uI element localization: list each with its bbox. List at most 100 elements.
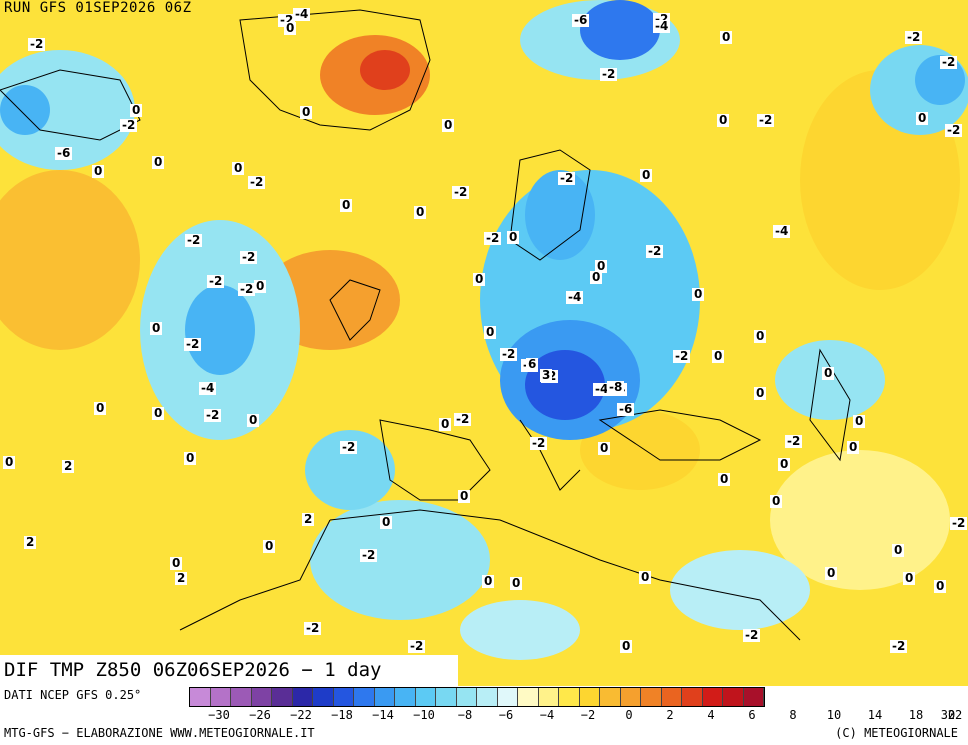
colorbar-tick-label: 14 bbox=[867, 708, 883, 722]
colorbar-swatch bbox=[395, 688, 416, 706]
contour-label: 0 bbox=[598, 441, 611, 455]
data-source-label: DATI NCEP GFS 0.25° bbox=[4, 688, 142, 702]
contour-label: 0 bbox=[458, 489, 471, 503]
contour-label: -4 bbox=[593, 382, 611, 396]
north-africa-coast bbox=[329, 509, 801, 641]
colorbar-tick-label: 0 bbox=[625, 708, 633, 722]
colorbar-swatch bbox=[702, 688, 723, 706]
colorbar-tick-label: 6 bbox=[748, 708, 756, 722]
contour-label: 0 bbox=[720, 30, 733, 44]
contour-label: 0 bbox=[439, 417, 452, 431]
cool-anomaly-libya bbox=[460, 600, 580, 660]
run-title: RUN GFS 01SEP2026 06Z bbox=[4, 0, 192, 16]
cold-core-arctic bbox=[580, 0, 660, 60]
cool-anomaly-caspian bbox=[775, 340, 885, 420]
colorbar-swatch bbox=[231, 688, 252, 706]
contour-label: 0 bbox=[284, 21, 297, 35]
colorbar-tick-label: −2 bbox=[580, 708, 596, 722]
contour-label: -6 bbox=[572, 13, 590, 27]
contour-label: -2 bbox=[950, 516, 968, 530]
colorbar-swatch bbox=[600, 688, 621, 706]
contour-label: -2 bbox=[304, 621, 322, 635]
contour-label: -2 bbox=[360, 548, 378, 562]
contour-label: 0 bbox=[340, 198, 353, 212]
contour-label: 0 bbox=[892, 543, 905, 557]
contour-label: 2 bbox=[24, 535, 37, 549]
colorbar-swatch bbox=[272, 688, 293, 706]
contour-label: -2 bbox=[452, 185, 470, 199]
contour-label: 0 bbox=[692, 287, 705, 301]
contour-label: 0 bbox=[847, 440, 860, 454]
colorbar-swatch bbox=[579, 688, 600, 706]
contour-label: 0 bbox=[717, 113, 730, 127]
contour-label: 0 bbox=[380, 515, 393, 529]
contour-label: -2 bbox=[185, 233, 203, 247]
contour-label: 0 bbox=[640, 168, 653, 182]
contour-label: 0 bbox=[263, 539, 276, 553]
colorbar-tick-label: 2 bbox=[666, 708, 674, 722]
color-legend: DATI NCEP GFS 0.25° −30 −26 −22 −18 −14 −10 −8… bbox=[0, 686, 968, 745]
contour-label: -4 bbox=[773, 224, 791, 238]
contour-label: 0 bbox=[620, 639, 633, 653]
colorbar-swatch bbox=[292, 688, 313, 706]
contour-label: -2 bbox=[673, 349, 691, 363]
contour-label: -2 bbox=[600, 67, 618, 81]
contour-label: 0 bbox=[184, 451, 197, 465]
colorbar-ticks: −30 −26 −22 −18 −14 −10 −8 −6 −4 −2 0 2 4 6 8 10 14 18 22 3… bbox=[189, 708, 967, 724]
colorbar-swatch bbox=[538, 688, 559, 706]
contour-label: 0 bbox=[712, 349, 725, 363]
contour-label: 0 bbox=[482, 574, 495, 588]
colorbar-swatch bbox=[456, 688, 477, 706]
contour-label: 0 bbox=[92, 164, 105, 178]
contour-label: -2 bbox=[184, 337, 202, 351]
contour-label: 0 bbox=[770, 494, 783, 508]
colorbar-swatch bbox=[497, 688, 518, 706]
contour-label: 6 bbox=[526, 357, 539, 371]
colorbar-swatch bbox=[559, 688, 580, 706]
colorbar-swatch bbox=[641, 688, 662, 706]
temperature-difference-map: -2 -4 -6 -2 -4 0 -2 0 -2 -6 -2 -2 0 -2 0 0 0 -2 0 0 -2 0 -2 0 -2… bbox=[0, 0, 968, 686]
west-africa-coast bbox=[179, 519, 331, 631]
colorbar-swatch bbox=[313, 688, 334, 706]
italy-outline bbox=[519, 419, 581, 491]
contour-label: -2 bbox=[890, 639, 908, 653]
contour-label: -2 bbox=[646, 244, 664, 258]
contour-label: -2 bbox=[785, 434, 803, 448]
colorbar-swatch bbox=[210, 688, 231, 706]
contour-label: -2 bbox=[207, 274, 225, 288]
colorbar-swatch bbox=[251, 688, 272, 706]
colorbar-tick-label: −6 bbox=[498, 708, 514, 722]
contour-label: -2 bbox=[120, 118, 138, 132]
contour-label: 0 bbox=[414, 205, 427, 219]
contour-label: 0 bbox=[595, 259, 608, 273]
map-canvas bbox=[0, 0, 968, 686]
greenland-outline bbox=[239, 9, 431, 131]
contour-label: -2 bbox=[238, 282, 256, 296]
contour-label: 0 bbox=[152, 155, 165, 169]
contour-label: -2 bbox=[484, 231, 502, 245]
contour-label: -6 bbox=[55, 146, 73, 160]
colorbar-tick-label: −8 bbox=[457, 708, 473, 722]
colorbar-tick-label: −4 bbox=[539, 708, 555, 722]
contour-label: -2 bbox=[530, 436, 548, 450]
cool-anomaly-sahara bbox=[310, 500, 490, 620]
contour-label: -2 bbox=[408, 639, 426, 653]
contour-label: -4 bbox=[199, 381, 217, 395]
contour-label: 2 bbox=[302, 512, 315, 526]
contour-label: 0 bbox=[822, 366, 835, 380]
warm-anomaly-black-sea bbox=[580, 410, 700, 490]
contour-label: 0 bbox=[778, 457, 791, 471]
field-title: DIF TMP Z850 06Z06SEP2026 − 1 day bbox=[0, 655, 458, 686]
mild-anomaly-middle-east bbox=[770, 450, 950, 590]
contour-label: 0 bbox=[247, 413, 260, 427]
credit-right: (C) METEOGIORNALE bbox=[835, 726, 958, 740]
contour-label: 0 bbox=[170, 556, 183, 570]
colorbar-tick-label: 4 bbox=[707, 708, 715, 722]
contour-label: -2 bbox=[248, 175, 266, 189]
contour-label: 0 bbox=[754, 386, 767, 400]
contour-label: 0 bbox=[300, 105, 313, 119]
contour-label: 0 bbox=[853, 414, 866, 428]
colorbar-swatch bbox=[620, 688, 641, 706]
caspian-outline bbox=[809, 348, 851, 462]
contour-label: 0 bbox=[130, 103, 143, 117]
